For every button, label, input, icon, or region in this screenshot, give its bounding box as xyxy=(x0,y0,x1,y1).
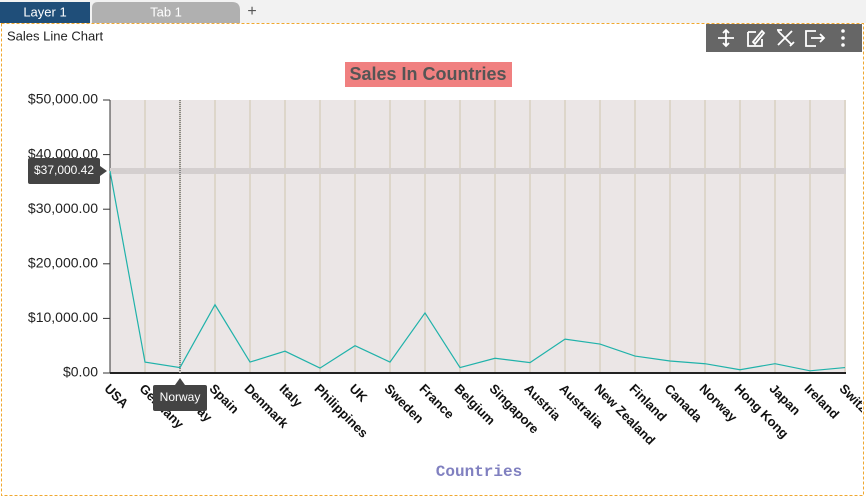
y-tick-label: $20,000.00 xyxy=(28,255,98,271)
y-tooltip-arrow xyxy=(100,165,107,176)
chart-title: Sales In Countries xyxy=(349,64,506,84)
y-crosshair-label: $37,000.42 xyxy=(34,163,94,177)
add-tab[interactable]: + xyxy=(247,3,256,20)
x-axis-label: Countries xyxy=(436,463,522,481)
series-line xyxy=(109,170,846,372)
edit-icon[interactable] xyxy=(747,29,766,47)
tab[interactable] xyxy=(92,2,240,23)
widget-title: Sales Line Chart xyxy=(7,28,103,43)
export-icon[interactable] xyxy=(805,30,826,47)
tab-label: Layer 1 xyxy=(23,4,66,19)
x-tooltip-arrow xyxy=(175,378,185,385)
move-icon[interactable] xyxy=(718,28,734,48)
plot-background xyxy=(110,100,846,373)
y-crosshair-tooltip xyxy=(28,157,100,184)
y-tick-label: $30,000.00 xyxy=(28,200,98,216)
chart-title-bg xyxy=(345,62,512,87)
y-tick-label: $40,000.00 xyxy=(28,145,98,161)
y-tick-label: $50,000.00 xyxy=(28,91,98,107)
tab[interactable] xyxy=(0,2,90,23)
tab-label: Tab 1 xyxy=(150,4,182,19)
x-crosshair-tooltip xyxy=(153,385,207,411)
x-crosshair-label: Norway xyxy=(160,390,201,404)
y-tick-label: $0.00 xyxy=(63,364,98,380)
y-tick-label: $10,000.00 xyxy=(28,309,98,325)
settings-icon[interactable] xyxy=(777,29,795,47)
